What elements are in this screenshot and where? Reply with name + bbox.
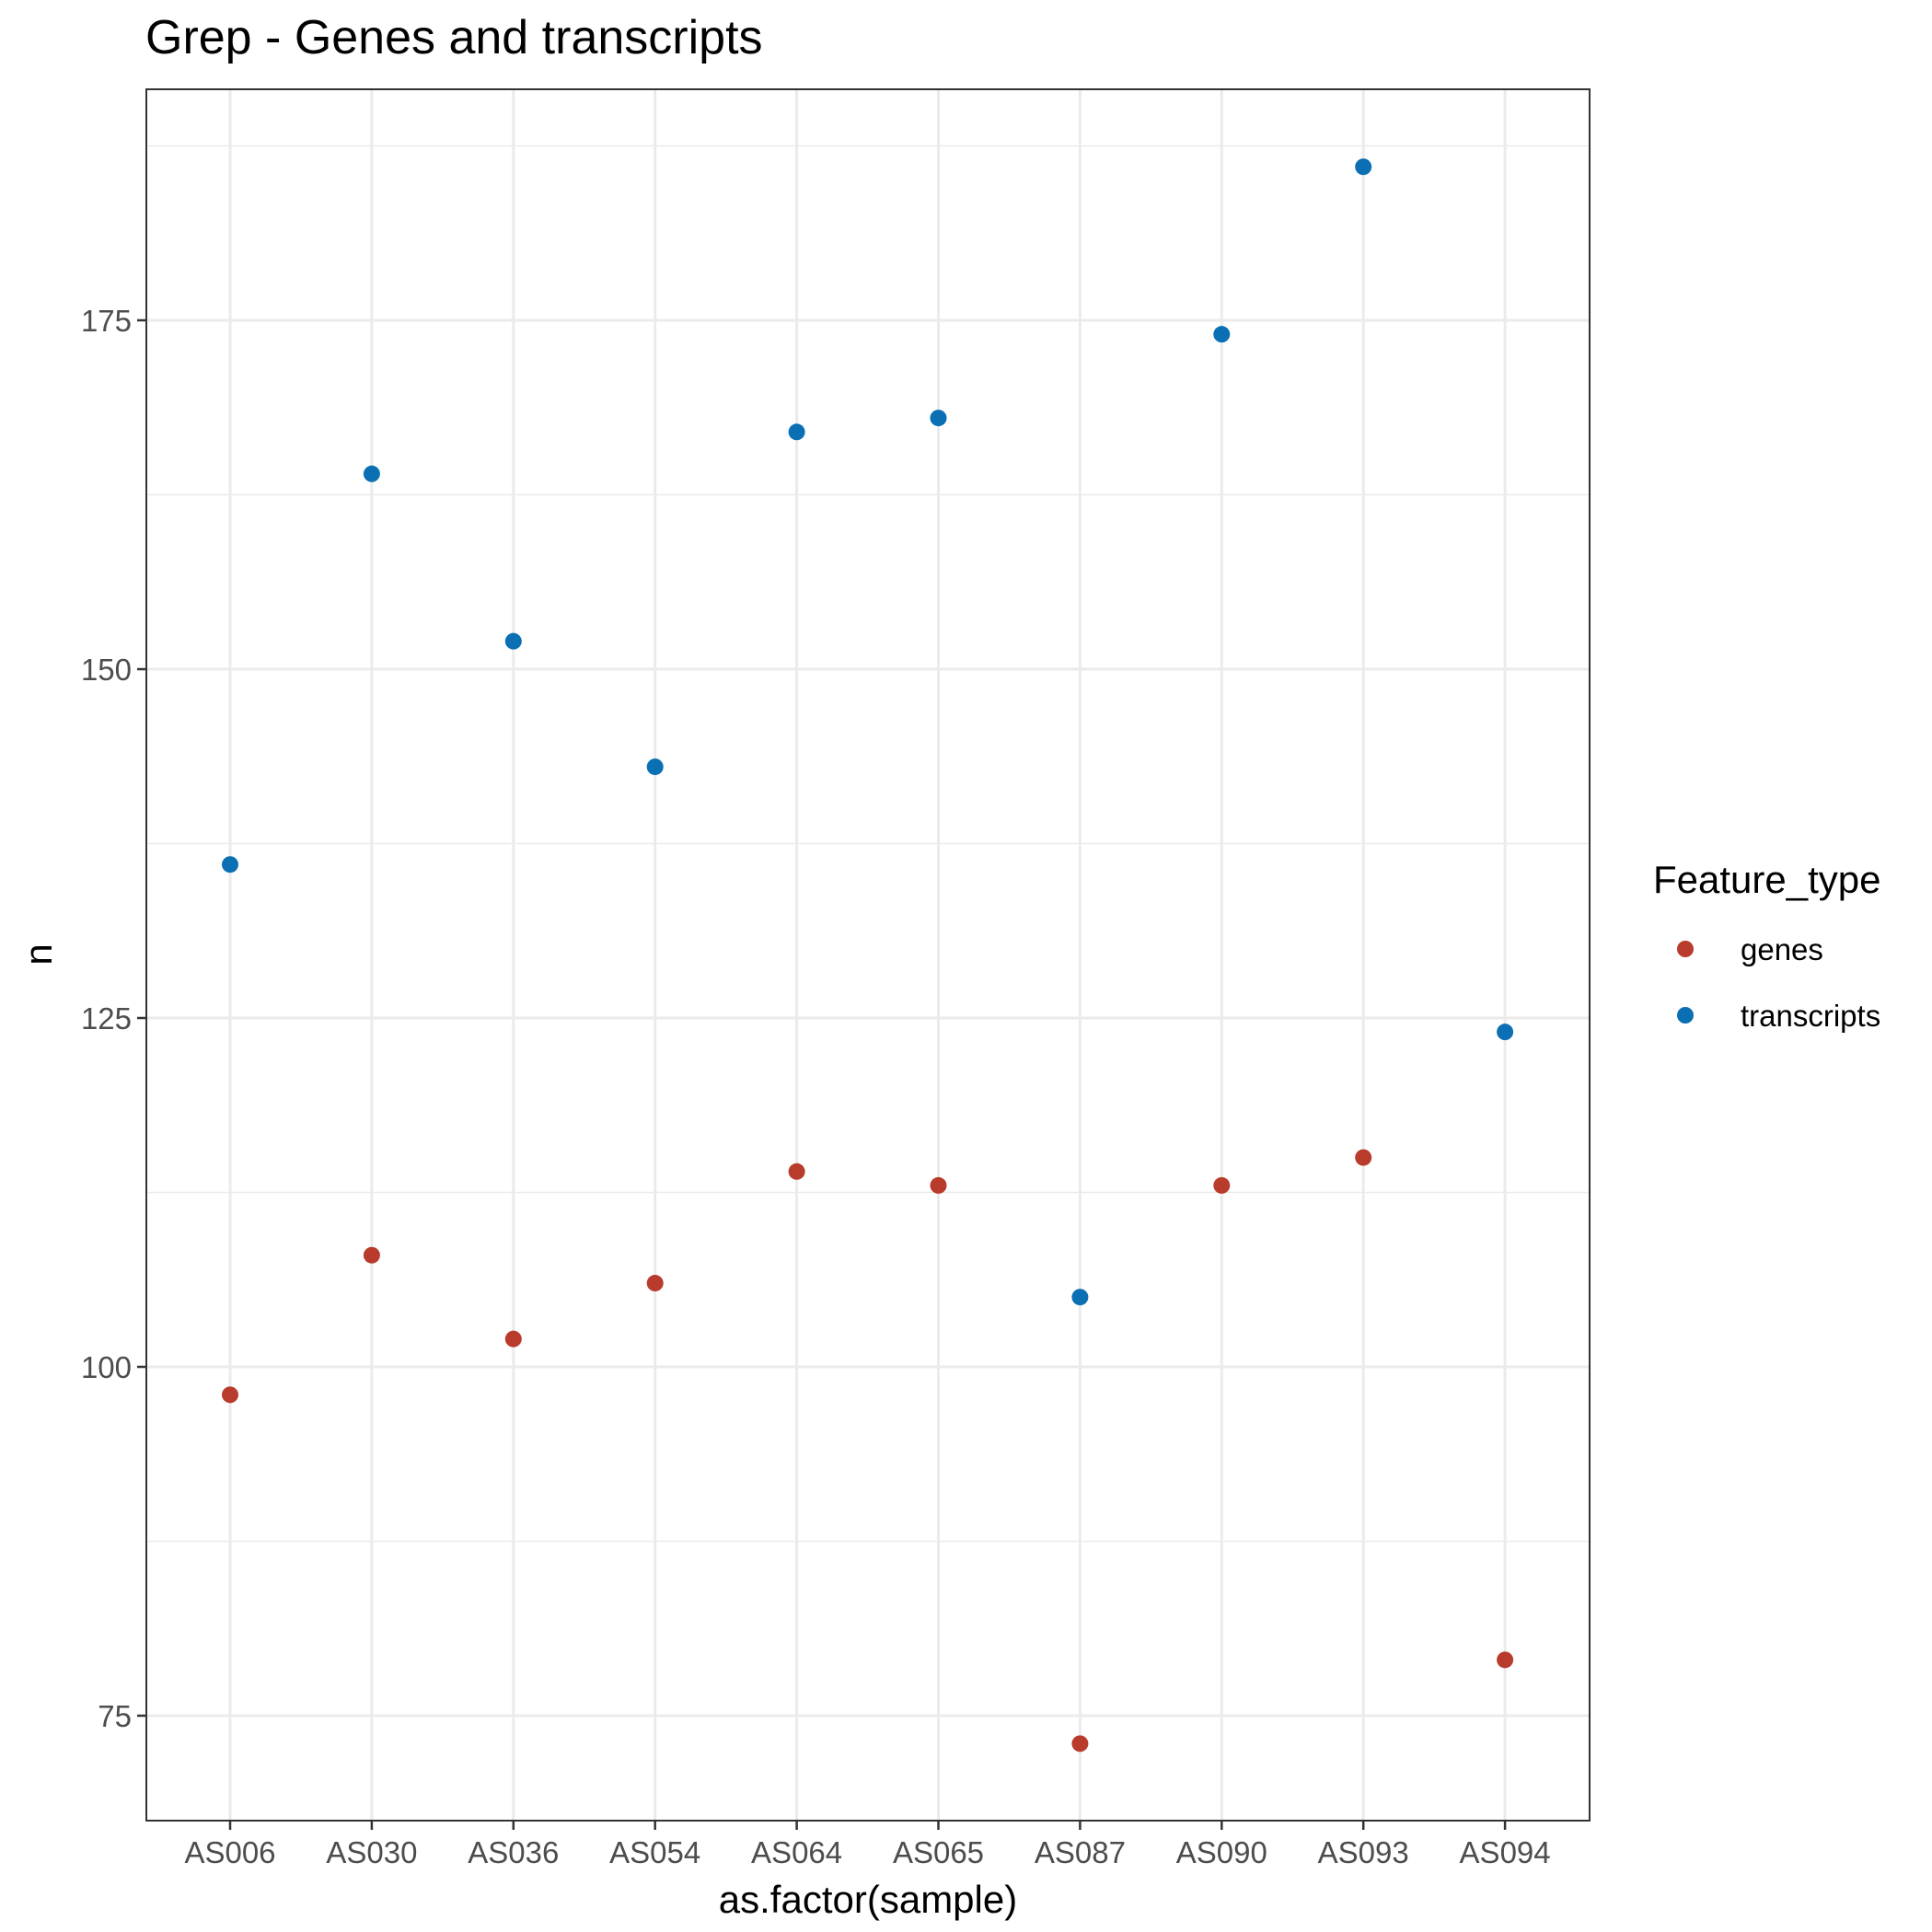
x-tick-label: AS064 (751, 1835, 842, 1869)
data-point-genes-AS093 (1355, 1149, 1372, 1166)
data-point-genes-AS064 (788, 1163, 805, 1180)
data-point-transcripts-AS094 (1497, 1024, 1514, 1041)
data-point-genes-AS087 (1071, 1735, 1089, 1753)
x-tick-label: AS030 (326, 1835, 417, 1869)
data-point-transcripts-AS036 (504, 632, 522, 650)
y-tick-label: 150 (81, 653, 132, 687)
x-tick-label: AS087 (1035, 1835, 1126, 1869)
data-point-transcripts-AS065 (930, 410, 947, 427)
data-point-transcripts-AS090 (1213, 326, 1231, 343)
y-tick-label: 125 (81, 1001, 132, 1035)
data-point-genes-AS065 (930, 1176, 947, 1194)
legend-label-transcripts: transcripts (1741, 999, 1880, 1033)
data-point-genes-AS036 (504, 1330, 522, 1348)
data-point-transcripts-AS093 (1355, 158, 1372, 176)
data-point-genes-AS006 (222, 1386, 238, 1404)
x-axis: AS006 AS030 AS036 AS054 AS064 AS065 AS087 AS090… (184, 1821, 1551, 1869)
legend-title: Feature_type (1653, 858, 1881, 901)
data-point-genes-AS030 (363, 1246, 380, 1264)
data-point-transcripts-AS030 (363, 465, 380, 482)
data-point-genes-AS094 (1497, 1651, 1514, 1669)
x-axis-title: as.factor(sample) (719, 1878, 1017, 1921)
chart-title: Grep - Genes and transcripts (145, 11, 763, 64)
y-axis-title: n (17, 943, 60, 965)
data-point-genes-AS054 (646, 1275, 664, 1292)
x-tick-label: AS036 (468, 1835, 559, 1869)
legend-key-transcripts (1677, 1007, 1694, 1024)
x-tick-label: AS054 (609, 1835, 700, 1869)
data-point-transcripts-AS087 (1071, 1289, 1089, 1306)
legend-key-genes (1677, 941, 1694, 957)
y-tick-label: 175 (81, 304, 132, 338)
data-point-transcripts-AS064 (788, 423, 805, 441)
data-point-transcripts-AS006 (222, 856, 238, 873)
legend: Feature_type genes transcripts (1653, 858, 1881, 1033)
data-point-genes-AS090 (1213, 1176, 1231, 1194)
data-point-transcripts-AS054 (646, 758, 664, 776)
minor-gridlines (146, 145, 1590, 1543)
y-tick-label: 100 (81, 1350, 132, 1384)
x-tick-label: AS094 (1460, 1835, 1551, 1869)
y-axis: 75 100 125 150 175 (81, 304, 146, 1733)
plot-panel-border (145, 88, 1591, 1822)
y-tick-label: 75 (98, 1699, 132, 1733)
x-tick-label: AS006 (184, 1835, 275, 1869)
x-tick-label: AS065 (893, 1835, 984, 1869)
x-tick-label: AS093 (1318, 1835, 1409, 1869)
plot-panel-background (146, 89, 1590, 1821)
major-gridlines (146, 89, 1590, 1821)
data-points (222, 158, 1514, 1753)
legend-label-genes: genes (1741, 932, 1823, 966)
x-tick-label: AS090 (1176, 1835, 1267, 1869)
